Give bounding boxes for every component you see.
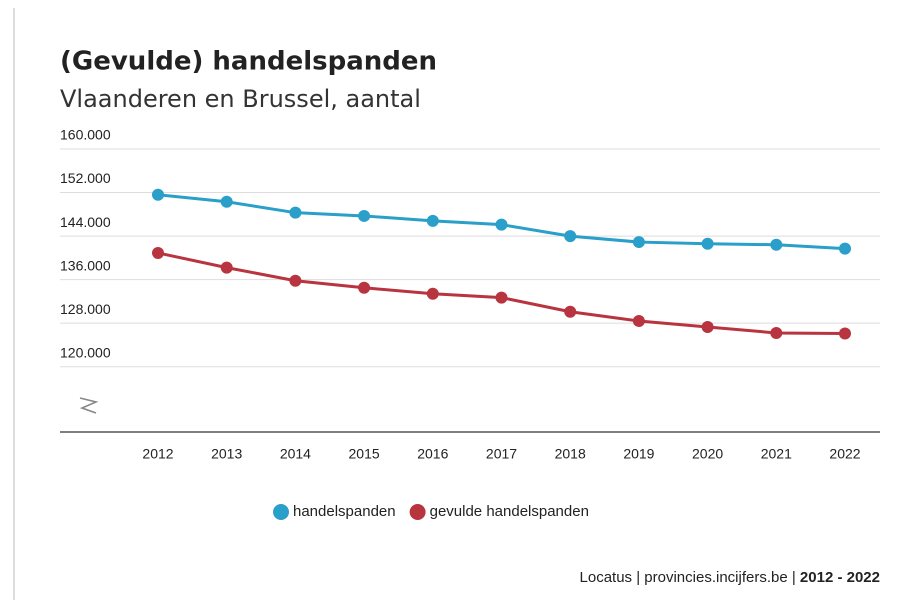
data-point — [564, 230, 577, 243]
y-tick-label: 160.000 — [60, 127, 111, 143]
data-point — [426, 287, 439, 300]
x-tick-label: 2013 — [211, 446, 242, 462]
data-point — [632, 236, 645, 249]
x-tick-label: 2021 — [761, 446, 792, 462]
data-point — [220, 195, 233, 208]
y-tick-label: 128.000 — [60, 301, 111, 317]
data-point — [839, 242, 851, 255]
data-point — [426, 214, 439, 227]
x-tick-label: 2018 — [555, 446, 586, 462]
source-text: Locatus | provincies.incijfers.be | — [580, 569, 796, 586]
data-point — [770, 326, 783, 339]
data-point — [358, 209, 371, 222]
x-tick-label: 2019 — [623, 446, 654, 462]
x-tick-label: 2020 — [692, 446, 723, 462]
data-point — [770, 238, 783, 251]
data-point — [152, 188, 164, 201]
data-point — [839, 327, 851, 340]
legend-marker — [273, 504, 289, 520]
data-point — [564, 305, 577, 318]
y-tick-label: 120.000 — [60, 344, 111, 360]
y-tick-label: 144.000 — [60, 214, 111, 230]
data-point — [701, 237, 714, 250]
data-point — [632, 314, 645, 327]
legend-label: gevulde handelspanden — [430, 503, 589, 520]
data-point — [495, 218, 508, 231]
x-tick-label: 2022 — [829, 446, 860, 462]
chart-subtitle: Vlaanderen en Brussel, aantal — [60, 85, 421, 113]
legend-label: handelspanden — [293, 503, 396, 520]
data-point — [220, 261, 233, 274]
data-point — [701, 320, 714, 333]
data-point — [289, 274, 302, 287]
data-point — [495, 291, 508, 304]
x-tick-label: 2017 — [486, 446, 517, 462]
x-tick-label: 2016 — [417, 446, 448, 462]
x-tick-label: 2014 — [280, 446, 311, 462]
y-tick-label: 152.000 — [60, 170, 111, 186]
x-tick-label: 2012 — [142, 446, 173, 462]
legend-marker — [409, 504, 426, 520]
source: Locatus | provincies.incijfers.be | 2012… — [580, 569, 880, 586]
y-tick-label: 136.000 — [60, 257, 111, 273]
axis-break — [79, 397, 99, 414]
chart-title: (Gevulde) handelspanden — [60, 47, 437, 77]
data-point — [358, 281, 371, 294]
data-point — [289, 206, 302, 219]
data-point — [152, 246, 164, 259]
x-tick-label: 2015 — [349, 446, 380, 462]
period: 2012 - 2022 — [800, 569, 880, 586]
